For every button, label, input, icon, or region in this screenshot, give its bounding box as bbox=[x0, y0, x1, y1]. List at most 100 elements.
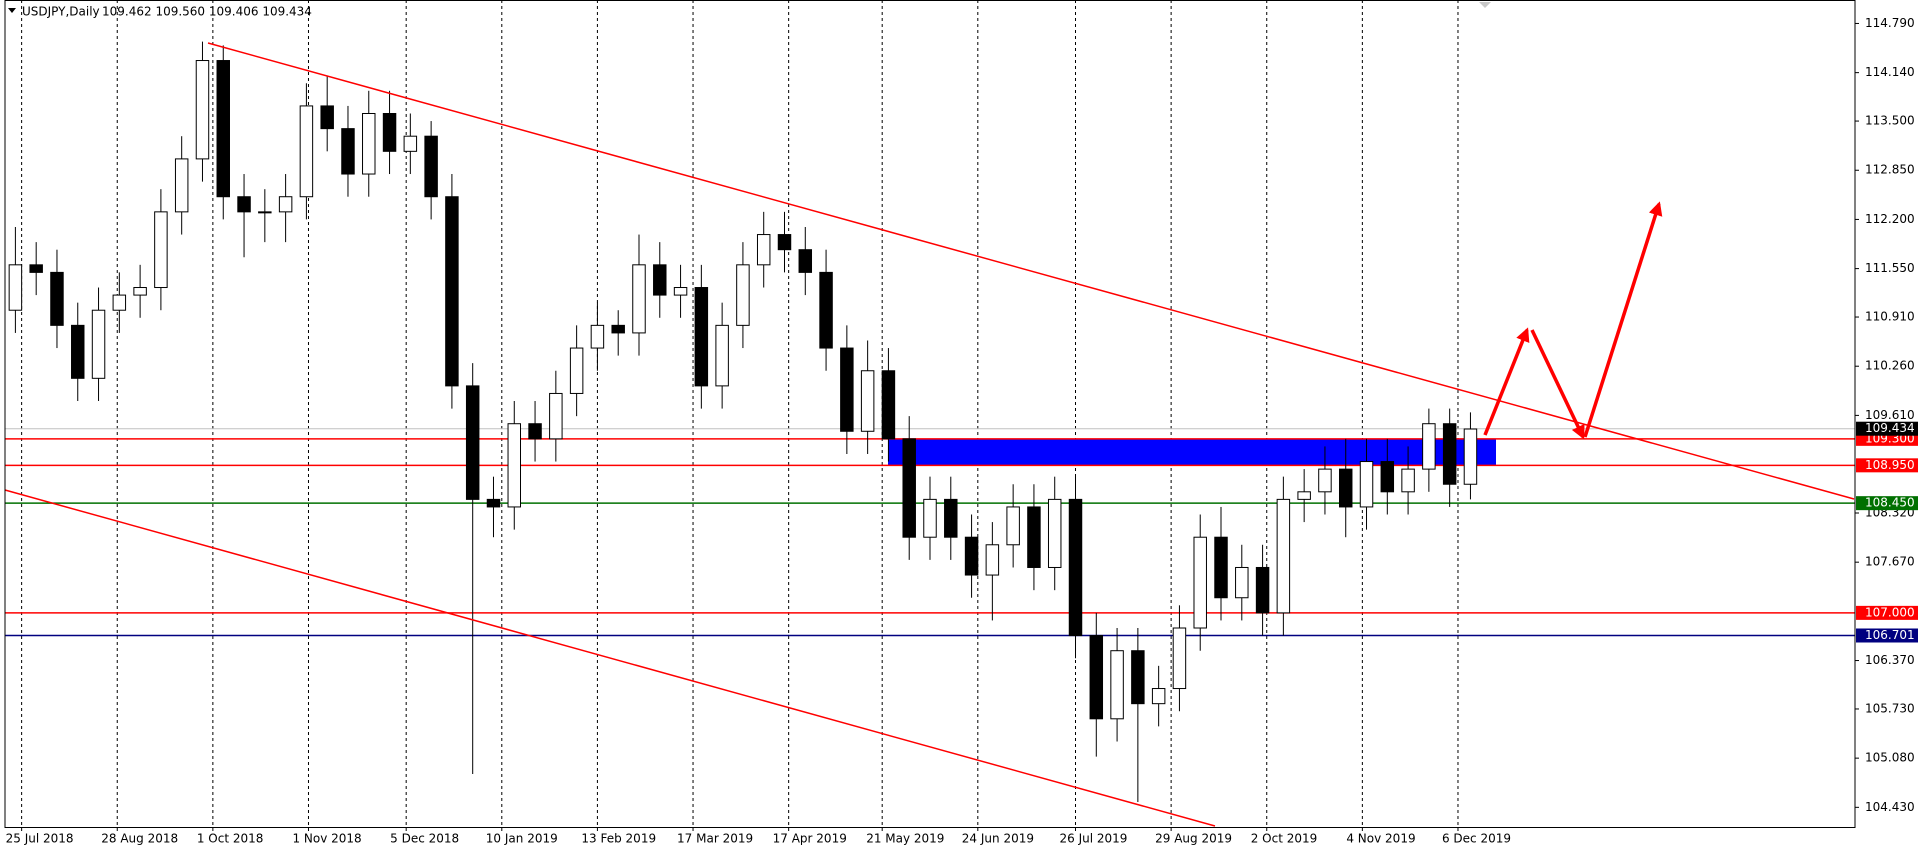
candle-body bbox=[1151, 688, 1166, 705]
candle-body bbox=[1359, 461, 1374, 508]
candle-body bbox=[1006, 506, 1020, 546]
candle-body bbox=[1214, 536, 1228, 599]
price-tag-label: 109.434 bbox=[1865, 421, 1915, 435]
candle-body bbox=[985, 544, 1000, 576]
price-tag bbox=[1856, 421, 1918, 436]
drawings bbox=[4, 42, 1855, 827]
levels-layer bbox=[5, 428, 1855, 637]
candle-body bbox=[112, 294, 127, 311]
trend-line bbox=[207, 42, 1855, 500]
y-tick-label: 104.430 bbox=[1865, 800, 1915, 814]
candle-body bbox=[653, 264, 667, 296]
arrow bbox=[1583, 201, 1663, 438]
candle-body bbox=[673, 287, 688, 296]
candle-body bbox=[777, 234, 792, 251]
candle-body bbox=[715, 324, 729, 387]
x-tick-label: 21 May 2019 bbox=[866, 832, 944, 846]
candle-body bbox=[8, 264, 23, 311]
candle-body bbox=[611, 324, 625, 334]
x-tick-label: 28 Aug 2018 bbox=[101, 832, 178, 846]
candle-body bbox=[944, 498, 958, 538]
scroll-marker bbox=[1479, 2, 1491, 8]
y-tick-label: 112.200 bbox=[1865, 212, 1915, 226]
candle-body bbox=[964, 536, 979, 576]
x-tick-label: 1 Nov 2018 bbox=[292, 832, 361, 846]
candle-body bbox=[756, 234, 771, 266]
x-tick-label: 26 Jul 2019 bbox=[1060, 832, 1128, 846]
candle-body bbox=[133, 287, 147, 296]
candle-body bbox=[549, 392, 563, 440]
candle-body bbox=[29, 264, 43, 273]
y-tick-label: 106.370 bbox=[1865, 653, 1915, 667]
x-tick-label: 4 Nov 2019 bbox=[1346, 832, 1415, 846]
candle-body bbox=[237, 196, 251, 213]
candle-body bbox=[403, 135, 418, 152]
x-tick-label: 17 Mar 2019 bbox=[677, 832, 753, 846]
candle-body bbox=[1338, 468, 1353, 508]
candle-body bbox=[1422, 423, 1436, 470]
y-tick-label: 109.610 bbox=[1865, 408, 1915, 422]
price-tag-label: 108.450 bbox=[1865, 496, 1915, 510]
candle-body bbox=[362, 112, 376, 175]
candle-body bbox=[528, 423, 542, 440]
candle-body bbox=[1442, 423, 1457, 485]
candle-body bbox=[1401, 468, 1415, 493]
candle-body bbox=[569, 347, 584, 394]
candle-body bbox=[299, 105, 314, 198]
candle-body bbox=[1027, 506, 1041, 568]
axes: 25 Jul 2018 28 Aug 2018 1 Oct 2018 1 Nov 20… bbox=[6, 16, 1918, 846]
symbol: USDJPY,Daily bbox=[22, 5, 100, 19]
candle-body bbox=[174, 158, 189, 213]
candle-body bbox=[1318, 468, 1332, 493]
y-tick-label: 105.080 bbox=[1865, 751, 1915, 765]
arrow bbox=[1530, 329, 1585, 440]
candle-body bbox=[216, 60, 230, 198]
x-tick-label: 17 Apr 2019 bbox=[773, 832, 847, 846]
candle-body bbox=[1131, 650, 1145, 705]
candles-layer bbox=[8, 41, 1478, 803]
price-tag bbox=[1856, 605, 1918, 620]
candle-body bbox=[1255, 566, 1270, 614]
price-tag bbox=[1856, 496, 1918, 511]
candle-body bbox=[881, 370, 896, 440]
candle-body bbox=[1047, 498, 1062, 568]
candle-body bbox=[1380, 461, 1395, 493]
x-tick-label: 5 Dec 2018 bbox=[390, 832, 459, 846]
candle-body bbox=[278, 196, 293, 213]
x-tick-label: 25 Jul 2018 bbox=[6, 832, 74, 846]
candle-body bbox=[1110, 650, 1124, 720]
x-tick-label: 2 Oct 2019 bbox=[1251, 832, 1318, 846]
candle-body bbox=[71, 324, 85, 379]
zone bbox=[888, 438, 1496, 466]
candle-body bbox=[486, 498, 501, 508]
candle-body bbox=[91, 309, 106, 379]
candle-body bbox=[798, 249, 813, 273]
arrow bbox=[1483, 327, 1530, 436]
quote: 109.462 109.560 109.406 109.434 bbox=[102, 5, 312, 19]
plot-frame bbox=[4, 0, 1856, 828]
candle-body bbox=[1068, 498, 1083, 637]
x-tick-label: 29 Aug 2019 bbox=[1155, 832, 1232, 846]
y-tick-label: 114.790 bbox=[1865, 16, 1915, 30]
y-tick-label: 110.260 bbox=[1865, 359, 1915, 373]
candle-body bbox=[1297, 491, 1311, 500]
candle-body bbox=[445, 196, 459, 387]
candle-body bbox=[694, 287, 709, 387]
candle-body bbox=[1276, 498, 1291, 614]
candle-body bbox=[341, 128, 355, 175]
candle-body bbox=[50, 271, 64, 326]
candle-body bbox=[1235, 566, 1249, 599]
price-tag bbox=[1856, 628, 1918, 643]
candle-body bbox=[736, 264, 750, 326]
trend-line bbox=[4, 489, 1216, 827]
price-tag-label: 108.950 bbox=[1865, 458, 1915, 472]
candle-body bbox=[258, 211, 272, 214]
candle-body bbox=[1089, 635, 1104, 720]
y-tick-label: 114.140 bbox=[1865, 65, 1915, 79]
y-tick-label: 110.910 bbox=[1865, 310, 1915, 324]
y-tick-label: 107.670 bbox=[1865, 555, 1915, 569]
x-tick-label: 6 Dec 2019 bbox=[1442, 832, 1511, 846]
price-tag-label: 107.000 bbox=[1865, 605, 1915, 619]
